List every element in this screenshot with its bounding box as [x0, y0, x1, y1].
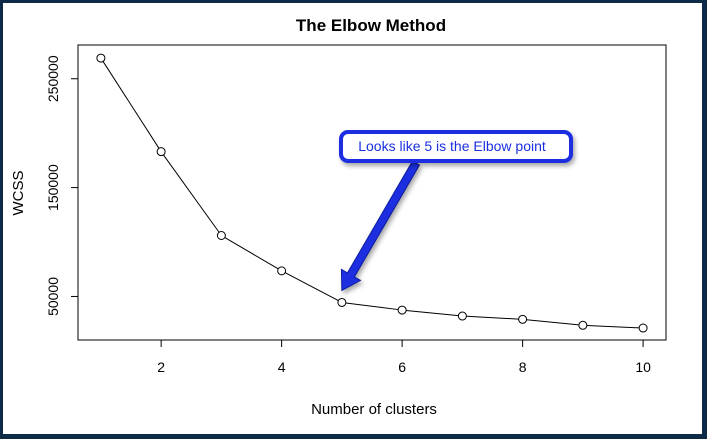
data-point [96, 53, 106, 63]
series-line-segment [102, 61, 160, 149]
annotation-callout: Looks like 5 is the Elbow point [339, 130, 573, 292]
x-tick-label: 4 [278, 359, 286, 375]
series-wcss [96, 53, 648, 333]
series-line-segment [466, 315, 519, 320]
y-tick-label: 150000 [45, 164, 61, 211]
y-axis-title: WCSS [10, 171, 27, 216]
x-axis: 2 4 6 8 10 [157, 340, 651, 375]
data-point [337, 297, 347, 307]
y-tick-label: 50000 [45, 277, 61, 316]
series-line-segment [224, 237, 279, 270]
x-tick-label: 8 [519, 359, 527, 375]
chart-frame: The Elbow Method 2 4 6 8 10 50000 150000 25000… [3, 3, 702, 434]
data-point [518, 314, 528, 324]
data-point [277, 266, 287, 276]
data-point [638, 323, 648, 333]
x-tick-label: 2 [157, 359, 165, 375]
data-point [397, 305, 407, 315]
x-tick-label: 10 [635, 359, 651, 375]
data-point [216, 230, 226, 240]
series-line-segment [163, 154, 220, 233]
plot-area-box [77, 44, 667, 341]
y-axis: 50000 150000 250000 [45, 55, 78, 316]
series-line-segment [284, 272, 339, 302]
y-tick-label: 250000 [45, 55, 61, 102]
annotation-box [339, 130, 573, 163]
series-line-segment [526, 319, 579, 326]
annotation-arrow [340, 160, 421, 292]
data-point [457, 311, 467, 321]
elbow-chart: The Elbow Method 2 4 6 8 10 50000 150000 25000… [10, 16, 667, 418]
chart-title: The Elbow Method [296, 16, 446, 35]
series-line-segment [345, 302, 399, 311]
x-tick-label: 6 [398, 359, 406, 375]
data-point [156, 147, 166, 157]
x-axis-title: Number of clusters [311, 401, 437, 418]
data-point [578, 320, 588, 330]
series-line-segment [406, 309, 459, 317]
series-line-segment [586, 324, 640, 329]
annotation-text: Looks like 5 is the Elbow point [358, 138, 546, 154]
